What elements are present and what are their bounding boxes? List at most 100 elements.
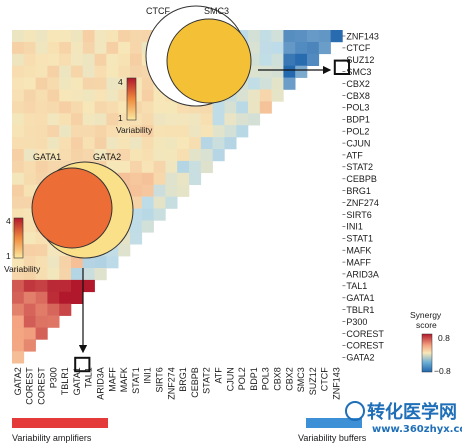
heatmap-cell bbox=[35, 113, 48, 126]
amplifiers-bar bbox=[12, 418, 108, 428]
heatmap-cell bbox=[212, 125, 225, 138]
heatmap-cell bbox=[259, 53, 272, 66]
heatmap-cell bbox=[94, 65, 107, 78]
heatmap-cell bbox=[59, 149, 72, 162]
heatmap-cell bbox=[12, 256, 25, 269]
heatmap-cell bbox=[118, 149, 131, 162]
heatmap-cell bbox=[23, 279, 36, 293]
heatmap-cell bbox=[12, 41, 25, 55]
amplifiers-label: Variability amplifiers bbox=[12, 433, 92, 443]
heatmap-cell bbox=[248, 89, 261, 102]
heatmap-cell bbox=[130, 172, 143, 185]
heatmap-cell bbox=[35, 244, 48, 257]
heatmap-cell bbox=[106, 30, 119, 43]
heatmap-cell bbox=[59, 125, 72, 138]
heatmap-cell bbox=[259, 41, 272, 55]
heatmap-cell bbox=[71, 149, 84, 162]
heatmap-cell bbox=[59, 77, 72, 90]
heatmap-cell bbox=[94, 137, 107, 150]
heatmap-cell bbox=[12, 101, 25, 114]
column-labels: GATA2 COREST COREST P300 TBLR1 GATA1 TAL1 ARID3… bbox=[13, 367, 342, 405]
row-label: STAT2 bbox=[346, 162, 373, 172]
heatmap-cell bbox=[283, 53, 296, 66]
row-label: INI1 bbox=[346, 222, 363, 232]
row-label: ARID3A bbox=[346, 269, 379, 279]
heatmap-cell bbox=[106, 137, 119, 150]
heatmap-cell bbox=[248, 113, 261, 126]
venn-left-circle-gata1 bbox=[31, 167, 113, 249]
heatmap-cell bbox=[248, 101, 261, 114]
row-label: SUZ12 bbox=[346, 55, 374, 65]
column-label: STAT2 bbox=[202, 367, 212, 394]
heatmap-cell bbox=[94, 125, 107, 138]
heatmap-cell bbox=[35, 327, 48, 340]
column-label: TAL1 bbox=[84, 367, 94, 388]
heatmap-cell bbox=[189, 113, 202, 126]
heatmap-cell bbox=[141, 77, 154, 90]
row-label: SIRT6 bbox=[346, 210, 371, 220]
heatmap-cell bbox=[189, 137, 202, 150]
heatmap-cell bbox=[59, 279, 72, 293]
heatmap-cell bbox=[271, 65, 284, 78]
heatmap-cell bbox=[12, 327, 25, 340]
row-labels: ZNF143CTCFSUZ12SMC3CBX2CBX8POL3BDP1POL2C… bbox=[342, 31, 384, 363]
heatmap-cell bbox=[94, 256, 107, 269]
watermark-url: www.360zhyx.com bbox=[372, 424, 462, 435]
heatmap-cell bbox=[59, 89, 72, 102]
heatmap-cell bbox=[165, 101, 178, 114]
heatmap-cell bbox=[12, 160, 25, 174]
column-label: ATF bbox=[214, 367, 224, 384]
heatmap-cell bbox=[106, 89, 119, 102]
heatmap-cell bbox=[47, 160, 60, 174]
heatmap-cell bbox=[35, 53, 48, 66]
heatmap-cell bbox=[248, 41, 261, 55]
column-label: COREST bbox=[37, 367, 47, 405]
column-label: POL2 bbox=[237, 367, 247, 390]
heatmap-cell bbox=[283, 41, 296, 55]
row-label: SMC3 bbox=[346, 67, 371, 77]
heatmap-cell bbox=[236, 89, 249, 102]
heatmap-cell bbox=[130, 125, 143, 138]
heatmap-cell bbox=[118, 137, 131, 150]
heatmap-cell bbox=[35, 89, 48, 102]
heatmap-cell bbox=[94, 30, 107, 43]
heatmap-cell bbox=[153, 208, 166, 221]
heatmap-cell bbox=[106, 149, 119, 162]
row-label: CTCF bbox=[346, 43, 370, 53]
heatmap-cell bbox=[153, 101, 166, 114]
heatmap-cell bbox=[118, 41, 131, 55]
column-label: CTCF bbox=[320, 367, 330, 391]
venn-top-scale-label: Variability bbox=[116, 125, 153, 135]
heatmap-cell bbox=[177, 160, 190, 174]
heatmap-cell bbox=[224, 137, 237, 150]
heatmap-cell bbox=[259, 77, 272, 90]
heatmap-cell bbox=[141, 160, 154, 174]
venn-left-label-b: GATA2 bbox=[93, 152, 121, 162]
heatmap-cell bbox=[12, 196, 25, 209]
heatmap-cell bbox=[47, 256, 60, 269]
row-label: ZNF143 bbox=[346, 31, 379, 41]
venn-left-scale-label: Variability bbox=[4, 264, 41, 274]
row-label: STAT1 bbox=[346, 234, 373, 244]
heatmap-cell bbox=[94, 268, 107, 281]
heatmap-cell bbox=[59, 256, 72, 269]
heatmap-cell bbox=[106, 41, 119, 55]
heatmap-cell bbox=[236, 101, 249, 114]
heatmap-cell bbox=[12, 77, 25, 90]
heatmap-cell bbox=[12, 268, 25, 281]
heatmap-cell bbox=[71, 279, 84, 293]
heatmap-cell bbox=[165, 113, 178, 126]
heatmap-cell bbox=[118, 160, 131, 174]
heatmap-cell bbox=[153, 196, 166, 209]
heatmap-cell bbox=[200, 113, 213, 126]
heatmap-cell bbox=[23, 339, 36, 352]
heatmap-cell bbox=[259, 89, 272, 102]
heatmap-cell bbox=[82, 77, 95, 90]
heatmap-cell bbox=[141, 137, 154, 150]
heatmap-cell bbox=[35, 101, 48, 114]
heatmap-cell bbox=[189, 125, 202, 138]
row-label: CBX2 bbox=[346, 79, 370, 89]
heatmap-cell bbox=[23, 137, 36, 150]
